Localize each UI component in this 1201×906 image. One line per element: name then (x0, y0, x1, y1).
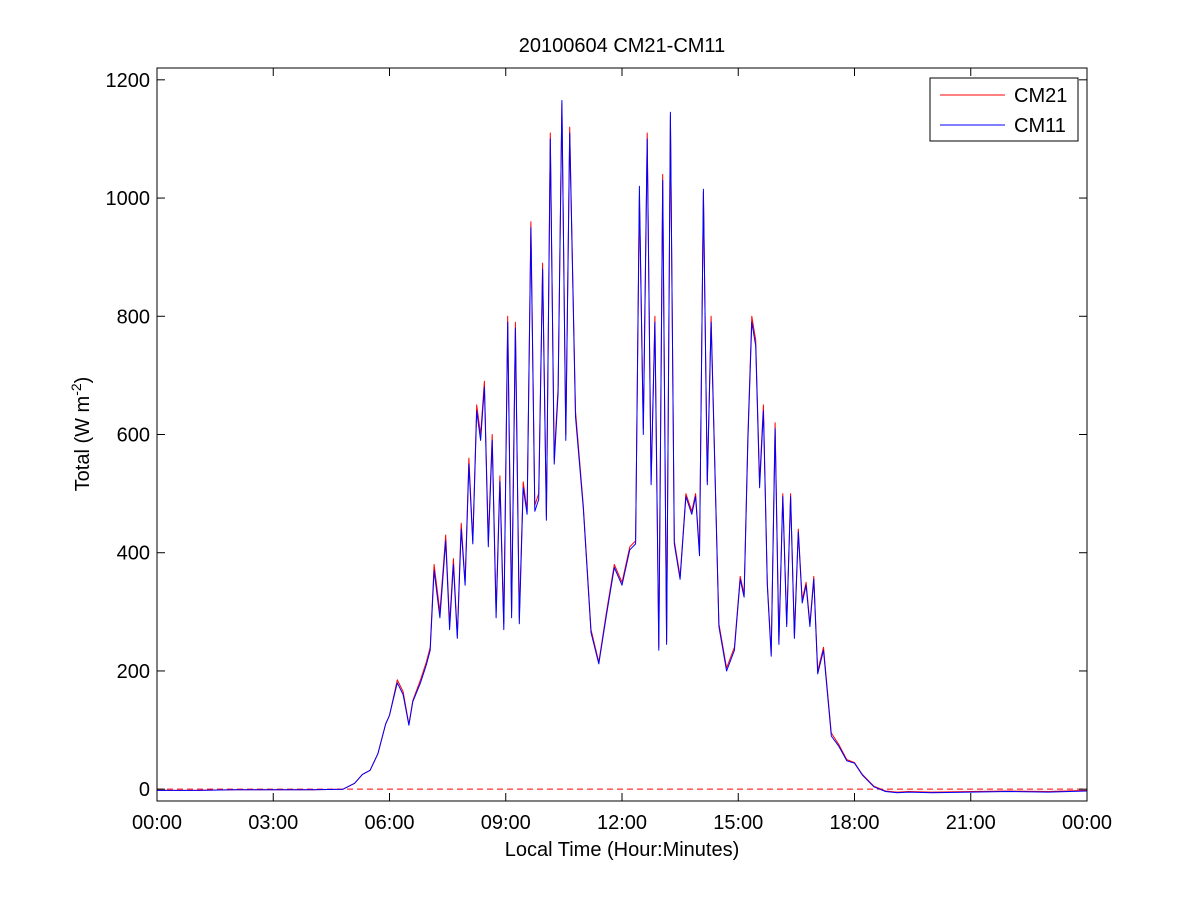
x-axis-ticks: 00:00 03:00 06:00 09:00 12:00 15:00 18:00 21:00… (132, 68, 1112, 834)
y-tick-label: 800 (117, 306, 150, 328)
x-tick-label: 00:00 (132, 812, 182, 834)
chart-title: 20100604 CM21-CM11 (519, 35, 725, 57)
y-tick-label: 600 (117, 425, 150, 447)
plot-area (157, 68, 1087, 801)
x-tick-label: 21:00 (946, 812, 996, 834)
y-tick-label: 1200 (106, 70, 151, 92)
y-axis-label: Total (W m-2) (68, 377, 94, 492)
legend: CM21 CM11 (929, 77, 1079, 142)
x-tick-label: 15:00 (713, 812, 763, 834)
series-layer (157, 100, 1088, 794)
x-tick-label: 12:00 (597, 812, 647, 834)
y-tick-label: 1000 (106, 188, 151, 210)
legend-label-cm21: CM21 (1014, 85, 1067, 107)
y-axis-ticks: 0 200 400 600 800 1000 1200 (106, 70, 1087, 801)
legend-box (929, 77, 1079, 142)
x-tick-label: 18:00 (829, 812, 879, 834)
y-tick-label: 400 (117, 543, 150, 565)
x-tick-label: 00:00 (1062, 812, 1112, 834)
legend-label-cm11: CM11 (1014, 115, 1066, 137)
series-line-cm11 (157, 100, 1088, 794)
x-tick-label: 06:00 (364, 812, 414, 834)
y-axis-label-main: Total (W m (72, 396, 94, 492)
y-tick-label: 200 (117, 661, 150, 683)
x-tick-label: 03:00 (248, 812, 298, 834)
y-axis-label-superscript: -2 (68, 383, 84, 396)
x-axis-label: Local Time (Hour:Minutes) (505, 839, 740, 861)
x-tick-label: 09:00 (481, 812, 531, 834)
y-tick-label: 0 (139, 779, 150, 801)
y-axis-label-close: ) (72, 377, 94, 384)
